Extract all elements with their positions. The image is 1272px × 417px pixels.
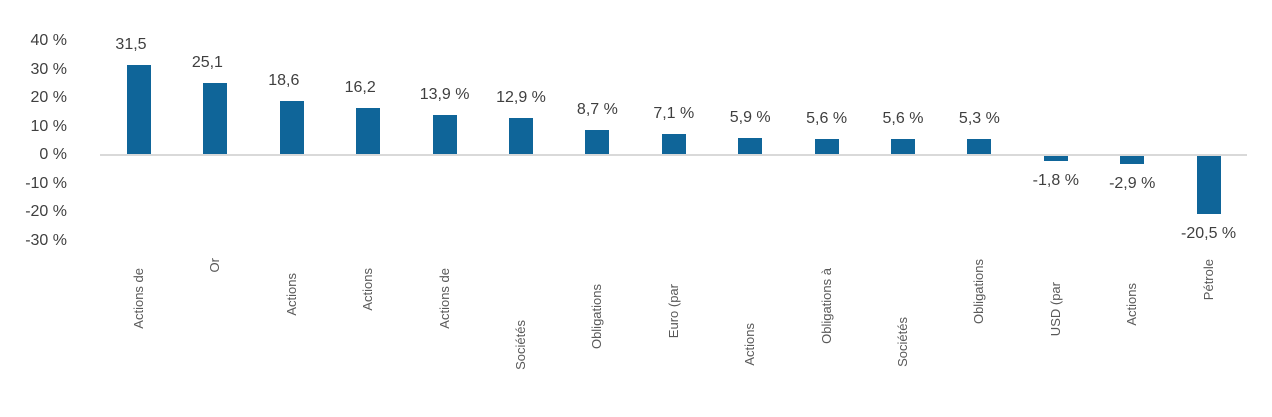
bar xyxy=(1043,155,1068,161)
category-label: USD (par xyxy=(1047,282,1063,337)
bar xyxy=(356,108,381,155)
y-tick-label: -30 % xyxy=(25,231,67,249)
bar xyxy=(1120,155,1145,164)
category-label: Actions xyxy=(283,273,299,316)
category-label: Actions xyxy=(742,323,758,366)
y-tick-label: 0 % xyxy=(39,146,67,163)
value-label: -2,9 % xyxy=(1109,174,1156,192)
bar xyxy=(661,134,686,155)
value-label: 25,1 xyxy=(191,53,223,71)
y-tick-label: 30 % xyxy=(30,60,67,78)
bar xyxy=(738,137,763,155)
category-label: Actions de xyxy=(436,268,452,329)
value-label: 12,9 % xyxy=(496,88,546,106)
bar xyxy=(509,117,533,155)
value-label: 8,7 % xyxy=(576,100,618,118)
category-label: Actions xyxy=(1124,283,1140,326)
category-label: Pétrole xyxy=(1200,259,1216,301)
value-label: 7,1 % xyxy=(653,105,695,123)
bar xyxy=(585,129,610,155)
bar xyxy=(814,138,839,155)
y-tick-label: 40 % xyxy=(30,32,67,49)
value-label: 5,6 % xyxy=(806,109,848,127)
category-label: Actions de xyxy=(131,268,146,329)
bar xyxy=(432,114,457,155)
bar xyxy=(279,101,304,155)
y-tick-label: 20 % xyxy=(30,89,67,106)
bar xyxy=(1196,155,1221,214)
bar xyxy=(891,138,915,155)
value-label: 5,6 % xyxy=(882,109,924,127)
value-label: 18,6 xyxy=(268,72,300,90)
y-tick-label: 10 % xyxy=(30,117,67,135)
value-label: 31,5 xyxy=(115,35,147,53)
category-label: Euro (par xyxy=(665,284,681,339)
category-label: Sociétés xyxy=(513,320,528,370)
bar xyxy=(203,82,228,155)
category-label: Sociétés xyxy=(895,317,910,367)
y-tick-label: -20 % xyxy=(25,203,67,220)
value-label: 16,2 xyxy=(344,79,376,97)
category-label: Obligations xyxy=(589,284,605,350)
y-tick-label: -10 % xyxy=(25,174,67,192)
value-label: 5,9 % xyxy=(729,108,771,126)
value-label: 13,9 % xyxy=(419,85,470,103)
category-label: Or xyxy=(207,258,223,273)
x-axis-line xyxy=(100,153,1247,156)
category-label: Actions xyxy=(360,268,376,311)
category-label: Obligations à xyxy=(818,268,834,344)
value-label: -20,5 % xyxy=(1181,224,1237,242)
value-label: 5,3 % xyxy=(958,110,1000,128)
bar xyxy=(127,64,151,155)
value-label: -1,8 % xyxy=(1032,171,1079,189)
bar xyxy=(967,139,992,155)
category-label: Obligations xyxy=(971,259,987,325)
